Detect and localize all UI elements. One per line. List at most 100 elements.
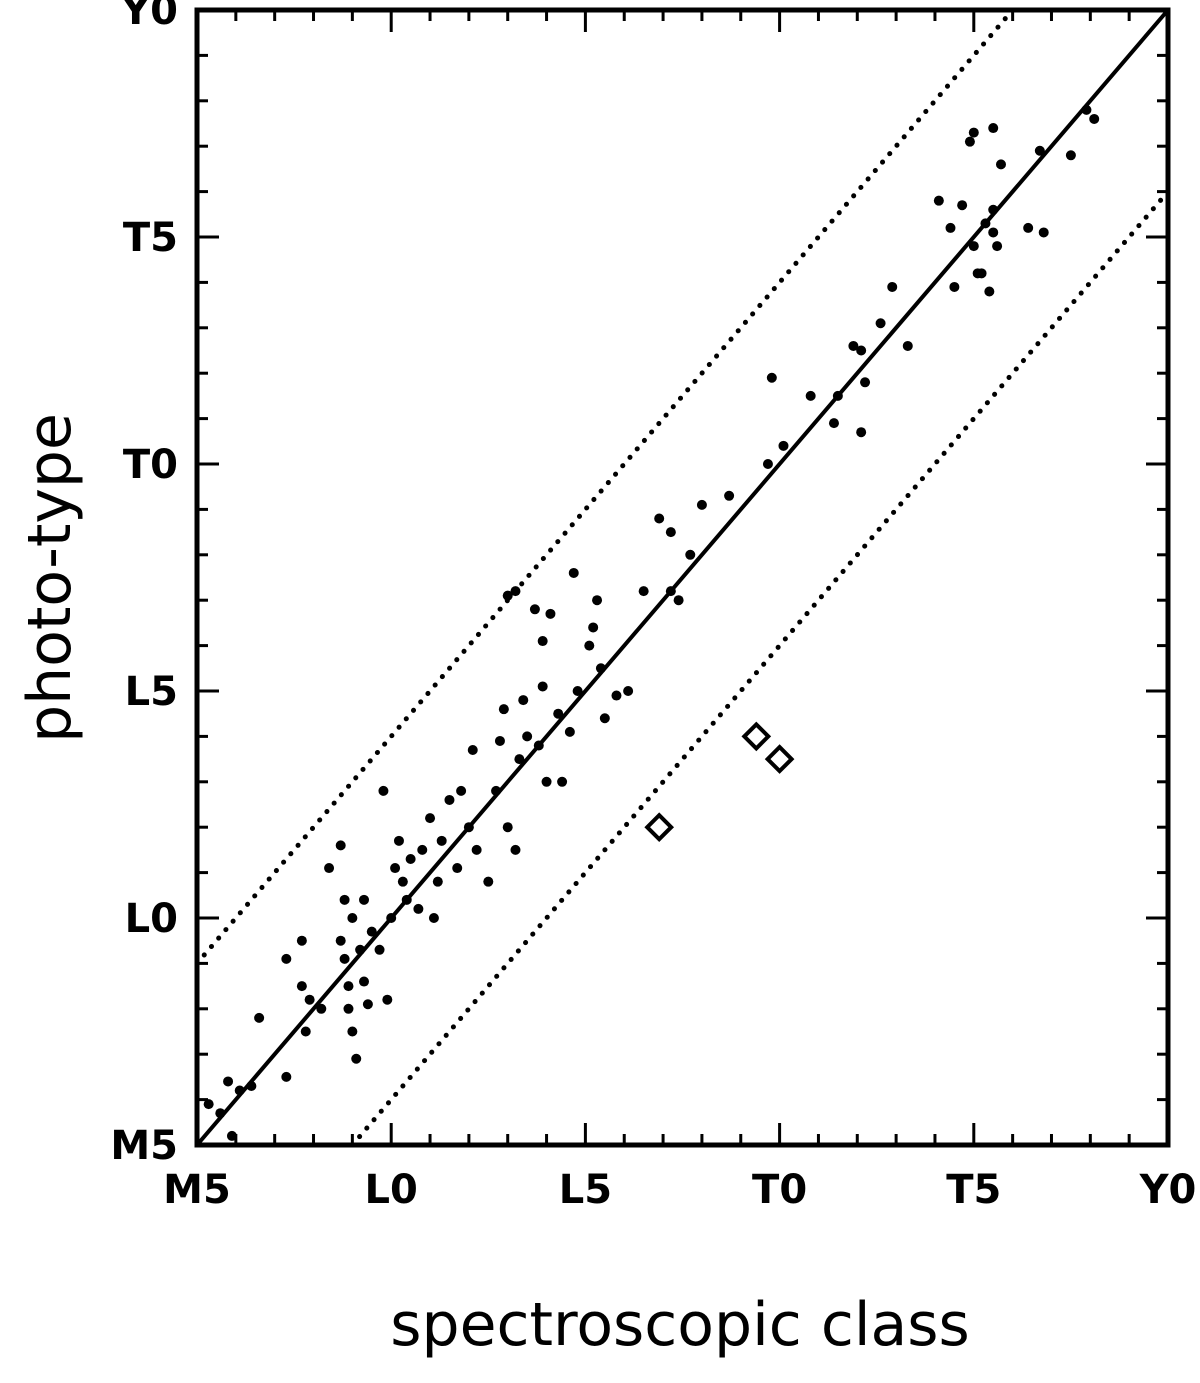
dot-point xyxy=(766,372,777,383)
dot-point xyxy=(316,1003,327,1014)
dot-point xyxy=(502,590,513,601)
x-axis-label: spectroscopic class xyxy=(390,1290,970,1360)
dot-point xyxy=(335,935,346,946)
dot-point xyxy=(355,944,366,955)
dot-point xyxy=(778,440,789,451)
dot-point xyxy=(343,981,354,992)
dot-point xyxy=(436,835,447,846)
y-tick-label: L5 xyxy=(125,669,178,715)
dot-point xyxy=(976,268,987,279)
dot-point xyxy=(856,427,867,438)
dot-point xyxy=(623,686,634,696)
dot-point xyxy=(300,1026,311,1037)
dotted-line xyxy=(349,189,1171,1148)
dot-point xyxy=(945,222,956,233)
dot-point xyxy=(510,844,521,855)
dot-point xyxy=(386,913,397,923)
dot-point xyxy=(502,822,513,833)
dot-point xyxy=(518,695,529,706)
dot-point xyxy=(856,345,867,356)
dot-point xyxy=(957,200,968,211)
dot-point xyxy=(362,999,373,1010)
dot-point xyxy=(393,835,404,846)
dot-point xyxy=(638,586,649,597)
dot-point xyxy=(595,663,606,674)
dot-point xyxy=(343,1003,354,1014)
y-tick-label: Y0 xyxy=(120,0,178,34)
dot-point xyxy=(234,1085,245,1096)
dot-point xyxy=(665,527,676,538)
dot-point xyxy=(471,844,482,855)
x-tick-label: T5 xyxy=(946,1167,1001,1213)
y-tick-label: L0 xyxy=(125,896,178,942)
dot-point xyxy=(1089,113,1100,124)
dot-point xyxy=(1081,104,1092,115)
dot-point xyxy=(347,1026,358,1037)
dot-point xyxy=(456,785,467,796)
dot-point xyxy=(417,844,428,855)
dot-point xyxy=(557,776,568,787)
dot-point xyxy=(673,595,684,606)
dot-point xyxy=(339,953,350,964)
dot-point xyxy=(545,608,556,619)
dot-point xyxy=(281,953,292,964)
dot-point xyxy=(498,704,509,715)
dot-point xyxy=(390,863,401,874)
dot-point xyxy=(988,123,999,134)
x-tick-label: M5 xyxy=(163,1167,231,1213)
dot-point xyxy=(463,822,474,833)
x-tick-label: T0 xyxy=(752,1167,807,1213)
dot-point xyxy=(805,390,816,401)
dot-point xyxy=(533,740,544,751)
dot-point xyxy=(588,622,599,633)
dot-point xyxy=(335,840,346,851)
dot-point xyxy=(428,913,439,923)
dot-point xyxy=(537,681,548,692)
dot-point xyxy=(223,1076,234,1087)
diamond-point xyxy=(764,744,795,774)
dot-point xyxy=(860,377,871,388)
dot-point xyxy=(832,390,843,401)
dot-point xyxy=(887,281,898,292)
dot-point xyxy=(933,195,944,206)
dot-point xyxy=(762,459,773,469)
dot-point xyxy=(296,935,307,946)
x-tick-label: L0 xyxy=(365,1167,418,1213)
dot-point xyxy=(665,586,676,597)
dot-point xyxy=(541,776,552,787)
x-tick-label: Y0 xyxy=(1139,1167,1197,1213)
dot-point xyxy=(529,604,540,615)
dot-point xyxy=(378,785,389,796)
dot-point xyxy=(374,944,385,955)
dot-point xyxy=(553,708,564,719)
dot-point xyxy=(401,894,412,905)
dot-point xyxy=(246,1080,257,1091)
dot-point xyxy=(397,876,408,887)
dot-point xyxy=(949,281,960,292)
dot-point xyxy=(564,726,575,737)
x-tick-label: L5 xyxy=(559,1167,612,1213)
dot-point xyxy=(995,159,1006,170)
dot-point xyxy=(992,241,1003,252)
dot-point xyxy=(452,863,463,874)
diamond-point xyxy=(644,812,675,843)
dot-point xyxy=(968,127,979,138)
dot-point xyxy=(1023,222,1034,233)
dot-point xyxy=(467,745,478,756)
dot-point xyxy=(988,227,999,238)
dot-point xyxy=(339,894,350,905)
dot-point xyxy=(654,513,665,524)
dot-point xyxy=(359,894,370,905)
dot-point xyxy=(1038,227,1049,238)
dot-point xyxy=(366,926,377,937)
dot-point xyxy=(572,686,583,696)
y-tick-label: T5 xyxy=(123,215,178,261)
dot-point xyxy=(984,286,995,297)
dot-point xyxy=(568,567,579,578)
dot-point xyxy=(968,241,979,252)
dot-point xyxy=(537,636,548,647)
dot-point xyxy=(584,640,595,651)
dot-point xyxy=(382,994,393,1005)
dotted-line xyxy=(194,7,1016,966)
